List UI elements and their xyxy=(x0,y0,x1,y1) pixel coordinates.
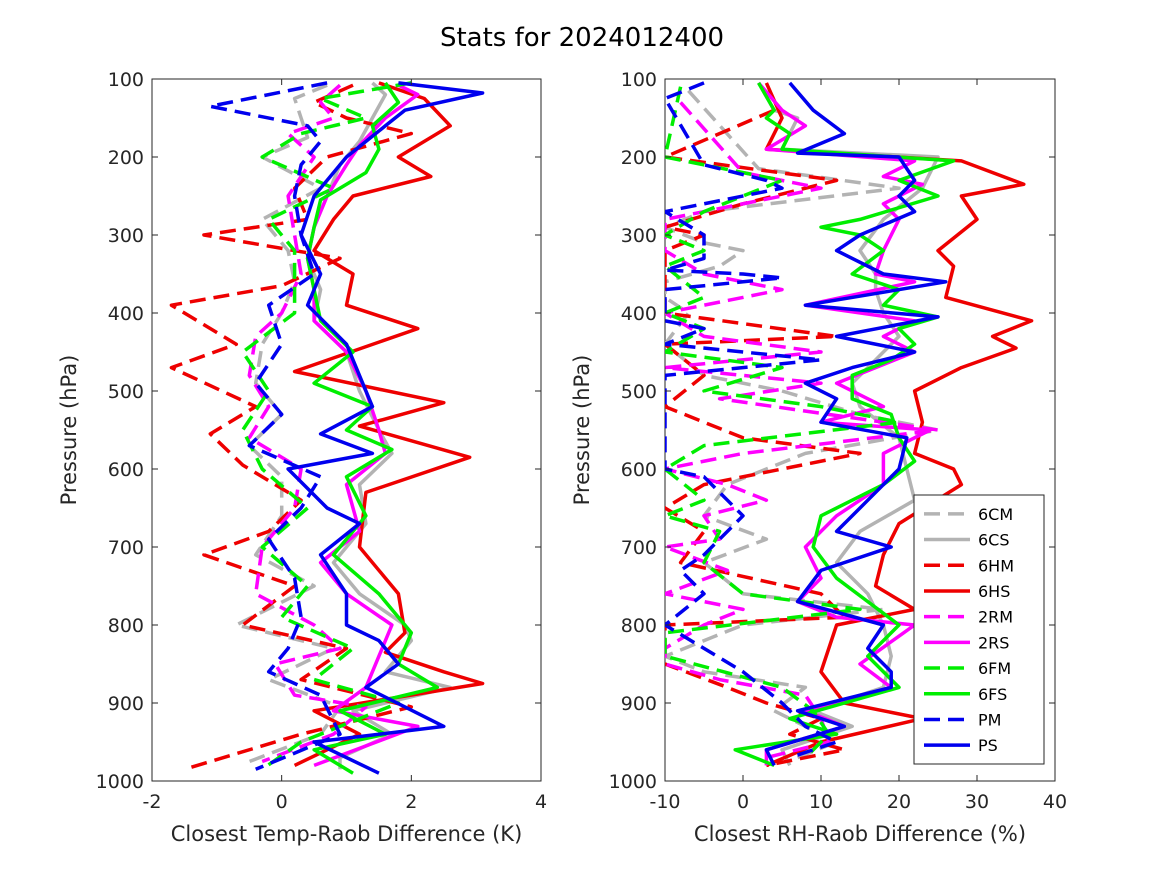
temp-panel: -2 0 2 4 100 200 300 400 500 600 700 800 900 1000 Clos… xyxy=(57,69,547,846)
temp-ytick-label: 700 xyxy=(108,537,144,559)
rh-series-6hm xyxy=(665,108,862,768)
rh-ytick-label: 400 xyxy=(621,303,657,325)
rh-xtick-label: 40 xyxy=(1043,791,1067,813)
temp-ytick-label: 400 xyxy=(108,303,144,325)
temp-ytick-label: 900 xyxy=(108,693,144,715)
rh-ytick-label: 1000 xyxy=(609,771,657,793)
legend-label-6cs: 6CS xyxy=(978,531,1010,550)
temp-series-6hm xyxy=(169,83,414,771)
temp-series-group xyxy=(169,81,485,775)
rh-ytick-label: 300 xyxy=(621,225,657,247)
rh-ytick-label: 600 xyxy=(621,459,657,481)
temp-series-6hs xyxy=(292,81,485,767)
rh-ytick-label: 500 xyxy=(621,381,657,403)
legend-label-2rs: 2RS xyxy=(978,633,1009,652)
rh-series-ps xyxy=(764,81,948,767)
legend-label-6hs: 6HS xyxy=(978,582,1010,601)
rh-xaxis-label: Closest RH-Raob Difference (%) xyxy=(694,822,1026,846)
legend-label-ps: PS xyxy=(978,736,998,755)
legend-label-6hm: 6HM xyxy=(978,556,1014,575)
rh-series-2rs xyxy=(757,81,932,766)
rh-series-2rm xyxy=(665,101,940,760)
temp-ytick-label: 200 xyxy=(108,147,144,169)
temp-xtick-label: 0 xyxy=(276,791,288,813)
temp-ytick-label: 800 xyxy=(108,615,144,637)
rh-xtick-label: -10 xyxy=(649,791,680,813)
temp-series-ps xyxy=(286,81,485,775)
rh-yaxis-label: Pressure (hPa) xyxy=(570,355,594,506)
rh-xtick-label: 10 xyxy=(809,791,833,813)
rh-ytick-label: 100 xyxy=(621,69,657,91)
legend-label-pm: PM xyxy=(978,710,1001,729)
figure-title: Stats for 2024012400 xyxy=(440,23,724,53)
temp-series-2rs xyxy=(305,83,420,768)
temp-ytick-label: 500 xyxy=(108,381,144,403)
temp-ytick-label: 300 xyxy=(108,225,144,247)
temp-xtick-label: 4 xyxy=(535,791,547,813)
temp-series-6fm xyxy=(241,81,412,771)
temp-ytick-label: 100 xyxy=(108,69,144,91)
rh-series-6fs xyxy=(733,82,956,768)
rh-xtick-label: 20 xyxy=(887,791,911,813)
rh-ytick-label: 800 xyxy=(621,615,657,637)
rh-xtick-label: 30 xyxy=(965,791,989,813)
temp-xtick-label: -2 xyxy=(143,791,162,813)
temp-ytick-label: 1000 xyxy=(96,771,144,793)
temp-xaxis-label: Closest Temp-Raob Difference (K) xyxy=(171,822,523,846)
rh-ytick-label: 200 xyxy=(621,147,657,169)
legend-label-2rm: 2RM xyxy=(978,608,1013,627)
rh-series-6fm xyxy=(665,86,901,759)
rh-series-group xyxy=(665,81,1034,768)
legend-label-6fm: 6FM xyxy=(978,659,1011,678)
temp-series-6cm xyxy=(234,83,342,764)
rh-ytick-label: 900 xyxy=(621,693,657,715)
legend-label-6fs: 6FS xyxy=(978,685,1007,704)
temp-series-pm xyxy=(208,81,342,771)
temp-yaxis-label: Pressure (hPa) xyxy=(57,355,81,506)
legend: 6CM 6CS 6HM 6HS 2RM 2RS 6FM 6FS PM PS xyxy=(913,494,1045,765)
rh-xtick-label: 0 xyxy=(737,791,749,813)
temp-xtick-label: 2 xyxy=(405,791,417,813)
rh-series-pm xyxy=(665,81,839,760)
rh-series-6hs xyxy=(764,82,1034,768)
temp-series-6fs xyxy=(305,81,440,775)
rh-ytick-label: 700 xyxy=(621,537,657,559)
temp-ytick-label: 600 xyxy=(108,459,144,481)
legend-label-6cm: 6CM xyxy=(978,505,1013,524)
